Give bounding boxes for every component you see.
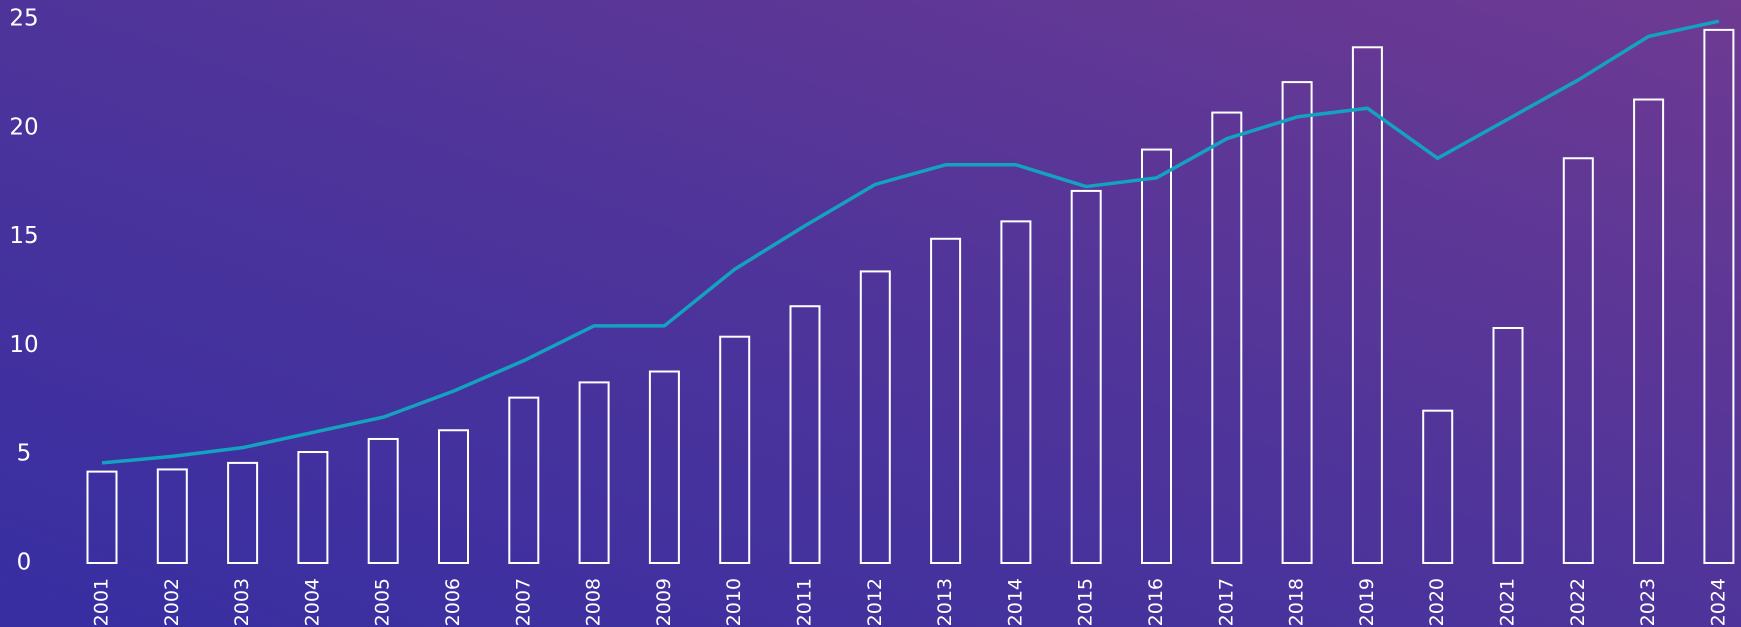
x-tick-label: 2019 [1356, 578, 1378, 626]
bar [1703, 28, 1735, 564]
x-tick-label: 2003 [231, 578, 253, 626]
bar [859, 270, 891, 564]
x-tick-label: 2013 [934, 578, 956, 626]
line [101, 19, 1720, 465]
x-tick-label: 2021 [1497, 578, 1519, 626]
bar [1422, 409, 1454, 564]
bar [438, 429, 469, 564]
x-tick-label: 2022 [1567, 578, 1589, 626]
x-tick-label: 2006 [442, 578, 464, 626]
bar [156, 468, 188, 565]
x-tick-label: 2024 [1707, 578, 1729, 626]
x-tick-label: 2002 [161, 578, 183, 626]
y-tick-label: 15 [9, 223, 38, 249]
x-tick-label: 2012 [864, 578, 886, 626]
x-tick-label: 2015 [1075, 578, 1097, 626]
bar [1633, 98, 1665, 565]
bar [1141, 148, 1172, 564]
y-tick-label: 5 [17, 441, 32, 467]
y-tick-label: 10 [9, 332, 38, 358]
x-tick-label: 2023 [1637, 578, 1659, 626]
x-tick-label: 2010 [723, 578, 745, 626]
bar [648, 370, 680, 564]
y-tick-label: 25 [9, 6, 38, 32]
x-tick-label: 2014 [1004, 578, 1026, 626]
bar [1492, 326, 1524, 564]
y-tick-label: 0 [17, 550, 32, 576]
bar [367, 437, 399, 564]
bar [1562, 157, 1594, 564]
bar [86, 470, 118, 564]
x-tick-label: 2011 [794, 578, 816, 626]
bar [1351, 46, 1383, 564]
bar [789, 305, 821, 564]
bar [1281, 81, 1313, 564]
bar [297, 451, 329, 564]
bar [227, 461, 259, 564]
bar [719, 335, 751, 565]
x-tick-label: 2016 [1145, 578, 1167, 626]
bar [930, 237, 962, 564]
bar [508, 396, 540, 564]
x-tick-label: 2017 [1215, 578, 1237, 626]
bar [578, 381, 610, 564]
y-tick-label: 20 [9, 114, 38, 140]
x-tick-label: 2004 [301, 578, 323, 626]
x-tick-label: 2009 [653, 578, 675, 626]
x-tick-label: 2007 [512, 578, 534, 626]
x-tick-label: 2008 [583, 578, 605, 626]
x-tick-label: 2001 [91, 578, 113, 626]
x-tick-label: 2018 [1286, 578, 1308, 626]
bar [1070, 189, 1102, 565]
bar [1000, 220, 1032, 564]
x-tick-label: 2005 [372, 578, 394, 626]
x-tick-label: 2020 [1426, 578, 1448, 626]
bar [1211, 111, 1243, 565]
